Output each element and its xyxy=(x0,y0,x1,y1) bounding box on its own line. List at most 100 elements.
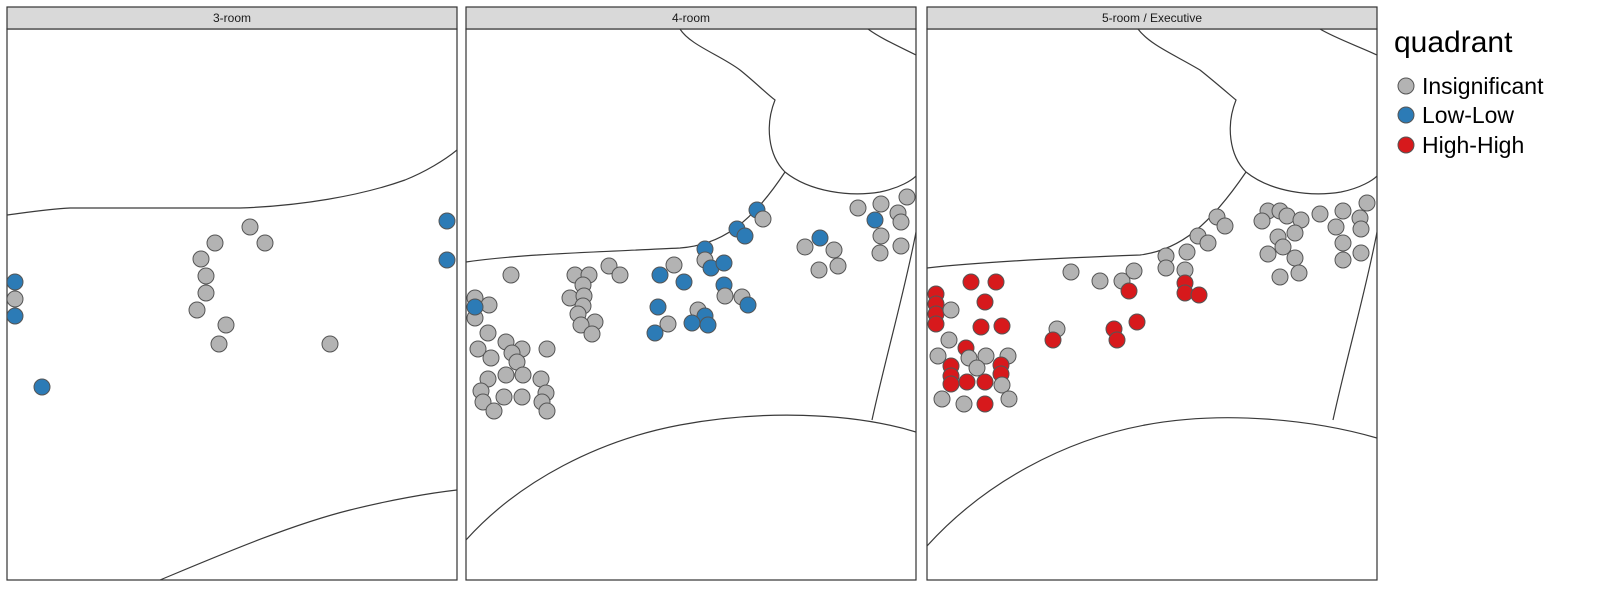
map-point-insignificant xyxy=(1358,194,1376,212)
map-point-insignificant xyxy=(898,188,916,206)
map-point-insignificant xyxy=(796,238,814,256)
legend-item-insignificant: Insignificant xyxy=(1397,73,1544,99)
map-point-insignificant xyxy=(1259,245,1277,263)
map-point-insignificant xyxy=(1286,249,1304,267)
map-point-insignificant xyxy=(810,261,828,279)
legend-item-high-high: High-High xyxy=(1397,132,1524,158)
map-point-insignificant xyxy=(206,234,224,252)
boundary-line xyxy=(159,489,457,580)
map-point-high-high xyxy=(972,318,990,336)
facet-strip-label: 3-room xyxy=(213,11,251,25)
map-point-insignificant xyxy=(1216,217,1234,235)
map-point-high-high xyxy=(1128,313,1146,331)
map-point-insignificant xyxy=(502,266,520,284)
map-point-insignificant xyxy=(479,324,497,342)
map-point-insignificant xyxy=(1334,202,1352,220)
map-point-high-high xyxy=(962,273,980,291)
map-point-insignificant xyxy=(942,301,960,319)
map-point-insignificant xyxy=(197,267,215,285)
map-point-low-low xyxy=(649,298,667,316)
map-point-insignificant xyxy=(188,301,206,319)
map-point-high-high xyxy=(1176,284,1194,302)
map-point-insignificant xyxy=(572,316,590,334)
facet-strip xyxy=(465,6,917,30)
map-point-insignificant xyxy=(849,199,867,217)
map-point-low-low xyxy=(438,212,456,230)
facet-panel-4-room: 4-room xyxy=(465,6,917,581)
facet-strip xyxy=(926,6,1378,30)
map-point-insignificant xyxy=(1334,251,1352,269)
map-point-insignificant xyxy=(1253,212,1271,230)
legend-label: Insignificant xyxy=(1422,73,1544,99)
map-point-insignificant xyxy=(1062,263,1080,281)
legend-label: High-High xyxy=(1422,132,1524,158)
map-point-insignificant xyxy=(583,325,601,343)
map-point-insignificant xyxy=(485,402,503,420)
map-point-insignificant xyxy=(829,257,847,275)
point-layer xyxy=(7,212,456,396)
map-point-low-low xyxy=(715,254,733,272)
map-point-insignificant xyxy=(955,395,973,413)
map-point-insignificant xyxy=(1274,238,1292,256)
map-point-insignificant xyxy=(871,244,889,262)
map-point-insignificant xyxy=(513,388,531,406)
map-point-insignificant xyxy=(538,340,556,358)
map-point-insignificant xyxy=(1352,244,1370,262)
map-point-insignificant xyxy=(600,257,618,275)
boundary-line xyxy=(1137,29,1377,195)
map-point-insignificant xyxy=(977,347,995,365)
panel-frame xyxy=(465,28,917,581)
map-point-insignificant xyxy=(754,210,772,228)
boundary-line xyxy=(871,231,916,421)
map-point-insignificant xyxy=(197,284,215,302)
map-point-insignificant xyxy=(929,347,947,365)
facet-panel-5-room-executive: 5-room / Executive xyxy=(926,6,1378,581)
map-point-insignificant xyxy=(665,256,683,274)
map-point-insignificant xyxy=(256,234,274,252)
map-point-insignificant xyxy=(7,290,24,308)
map-point-insignificant xyxy=(474,393,492,411)
map-point-low-low xyxy=(646,324,664,342)
facet-strip-label: 4-room xyxy=(672,11,710,25)
map-point-insignificant xyxy=(872,227,890,245)
map-point-insignificant xyxy=(1091,272,1109,290)
map-point-high-high xyxy=(927,315,945,333)
map-point-insignificant xyxy=(497,366,515,384)
map-point-insignificant xyxy=(192,250,210,268)
map-point-insignificant xyxy=(872,195,890,213)
map-point-low-low xyxy=(33,378,51,396)
legend-key-high-high xyxy=(1397,136,1415,154)
map-point-insignificant xyxy=(1352,220,1370,238)
map-point-low-low xyxy=(736,227,754,245)
map-point-insignificant xyxy=(495,388,513,406)
map-point-low-low xyxy=(7,273,24,291)
map-point-insignificant xyxy=(1000,390,1018,408)
map-point-insignificant xyxy=(1199,234,1217,252)
panel-frame xyxy=(6,28,458,581)
map-point-insignificant xyxy=(482,349,500,367)
map-point-insignificant xyxy=(469,340,487,358)
map-point-insignificant xyxy=(1178,243,1196,261)
map-point-high-high xyxy=(993,317,1011,335)
map-point-low-low xyxy=(866,211,884,229)
map-point-low-low xyxy=(7,307,24,325)
boundary-line xyxy=(1319,29,1377,56)
map-point-insignificant xyxy=(1327,218,1345,236)
map-point-high-high xyxy=(1044,331,1062,349)
boundary-lines xyxy=(466,29,916,541)
map-point-insignificant xyxy=(1311,205,1329,223)
map-point-high-high xyxy=(1108,331,1126,349)
facet-panel-3-room: 3-room xyxy=(6,6,458,581)
map-point-insignificant xyxy=(217,316,235,334)
map-point-insignificant xyxy=(892,237,910,255)
point-layer xyxy=(927,194,1376,413)
map-point-insignificant xyxy=(1125,262,1143,280)
map-point-low-low xyxy=(438,251,456,269)
boundary-line xyxy=(927,417,1377,547)
map-point-high-high xyxy=(976,373,994,391)
map-point-insignificant xyxy=(825,241,843,259)
map-point-insignificant xyxy=(892,213,910,231)
map-point-insignificant xyxy=(940,331,958,349)
boundary-lines xyxy=(7,149,457,580)
